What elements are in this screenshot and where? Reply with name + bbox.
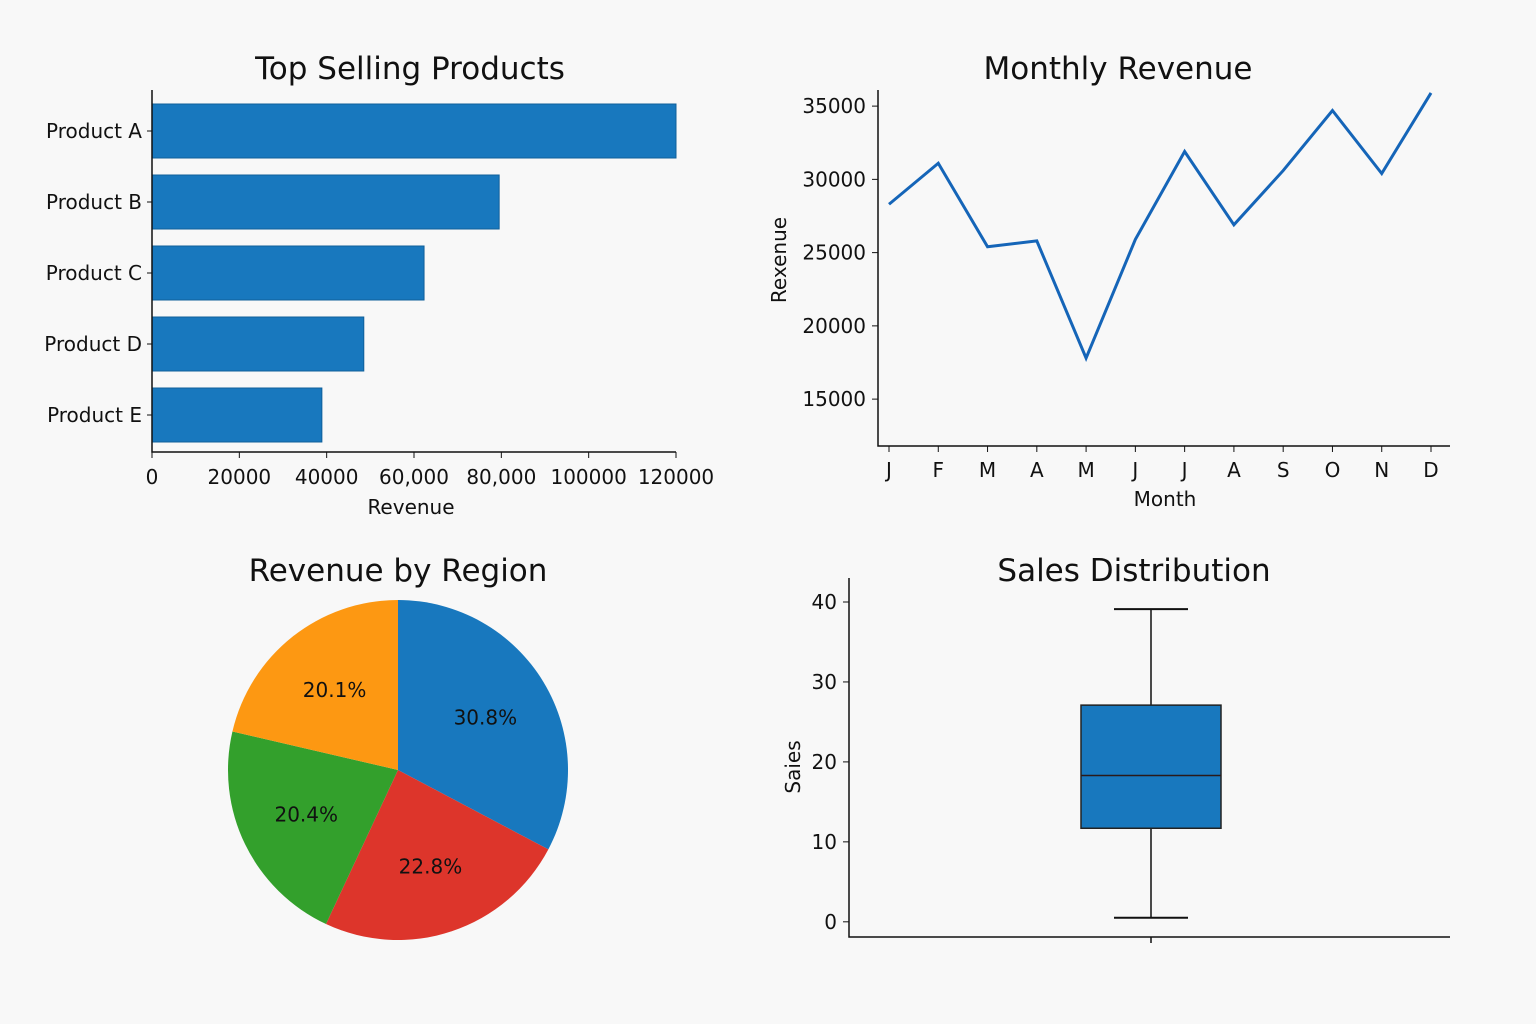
y-tick-label: 30 — [812, 670, 837, 694]
y-tick-label: Product C — [46, 261, 142, 285]
x-tick-label: 120000 — [638, 465, 714, 489]
bar-chart: Top Selling Products Product A Product B P… — [44, 51, 714, 519]
bar — [151, 103, 677, 159]
revenue-line — [888, 92, 1433, 362]
y-tick-label: Product E — [47, 403, 142, 427]
x-tick-label: 40000 — [295, 465, 359, 489]
y-tick-label: 0 — [824, 910, 837, 934]
iqr-box — [1080, 704, 1222, 830]
x-tick-label: M — [1077, 458, 1094, 482]
bar — [151, 174, 500, 230]
bar — [151, 245, 425, 301]
x-tick-label: 80,000 — [466, 465, 536, 489]
bar-chart-title: Top Selling Products — [254, 51, 565, 87]
y-tick-label: 30000 — [802, 167, 866, 191]
line-axes — [877, 90, 1450, 447]
bar-axes — [151, 90, 676, 453]
bar — [151, 387, 323, 443]
x-tick-label: 60,000 — [379, 465, 449, 489]
line-chart-title: Monthly Revenue — [984, 51, 1253, 87]
pie-slice — [232, 600, 398, 770]
pie-slice — [227, 731, 398, 924]
pie-slice-label: 20.1% — [303, 678, 367, 702]
line-xlabel: Month — [1134, 487, 1197, 511]
line-chart: Monthly Revenue 15000 20000 25000 30000 3500… — [767, 51, 1450, 511]
pie-slice-label: 22.8% — [399, 855, 463, 879]
pie-slice — [398, 600, 569, 850]
x-tick-label: D — [1423, 458, 1438, 482]
bar-xlabel: Revenue — [367, 495, 454, 519]
x-tick-label: O — [1325, 458, 1341, 482]
x-tick-label: A — [1227, 458, 1241, 482]
y-tick-label: 10 — [812, 830, 837, 854]
y-tick-label: Product D — [44, 332, 142, 356]
box-plot: Sales Distribution 0 10 20 30 40 Saies — [781, 553, 1450, 943]
x-tick-label: F — [933, 458, 945, 482]
x-tick-label: 20000 — [208, 465, 272, 489]
pie-slice-label: 20.4% — [274, 803, 338, 827]
x-tick-label: J — [1130, 458, 1138, 482]
y-tick-label: 25000 — [802, 241, 866, 265]
x-tick-label: S — [1277, 458, 1290, 482]
y-tick-label: Product B — [46, 190, 142, 214]
bar — [151, 316, 365, 372]
x-tick-label: N — [1374, 458, 1389, 482]
x-tick-label: 0 — [146, 465, 159, 489]
pie-chart: Revenue by Region 30.8% 22.8% 20.4% 20.1% — [227, 553, 569, 941]
y-tick-label: 40 — [812, 590, 837, 614]
box-axes — [848, 578, 1450, 943]
x-tick-label: A — [1030, 458, 1044, 482]
y-tick-label: Product A — [46, 119, 142, 143]
x-tick-label: J — [884, 458, 892, 482]
x-tick-label: M — [979, 458, 996, 482]
pie-slice — [325, 770, 549, 941]
x-tick-label: 100000 — [550, 465, 626, 489]
box-plot-title: Sales Distribution — [997, 553, 1270, 589]
pie-chart-title: Revenue by Region — [249, 553, 548, 589]
line-ylabel: Rexenue — [767, 217, 791, 303]
y-tick-label: 35000 — [802, 94, 866, 118]
y-tick-label: 15000 — [802, 387, 866, 411]
y-tick-label: 20000 — [802, 314, 866, 338]
pie-slice-label: 30.8% — [454, 705, 518, 729]
box-ylabel: Saies — [781, 740, 805, 793]
y-tick-label: 20 — [812, 750, 837, 774]
x-tick-label: J — [1180, 458, 1188, 482]
